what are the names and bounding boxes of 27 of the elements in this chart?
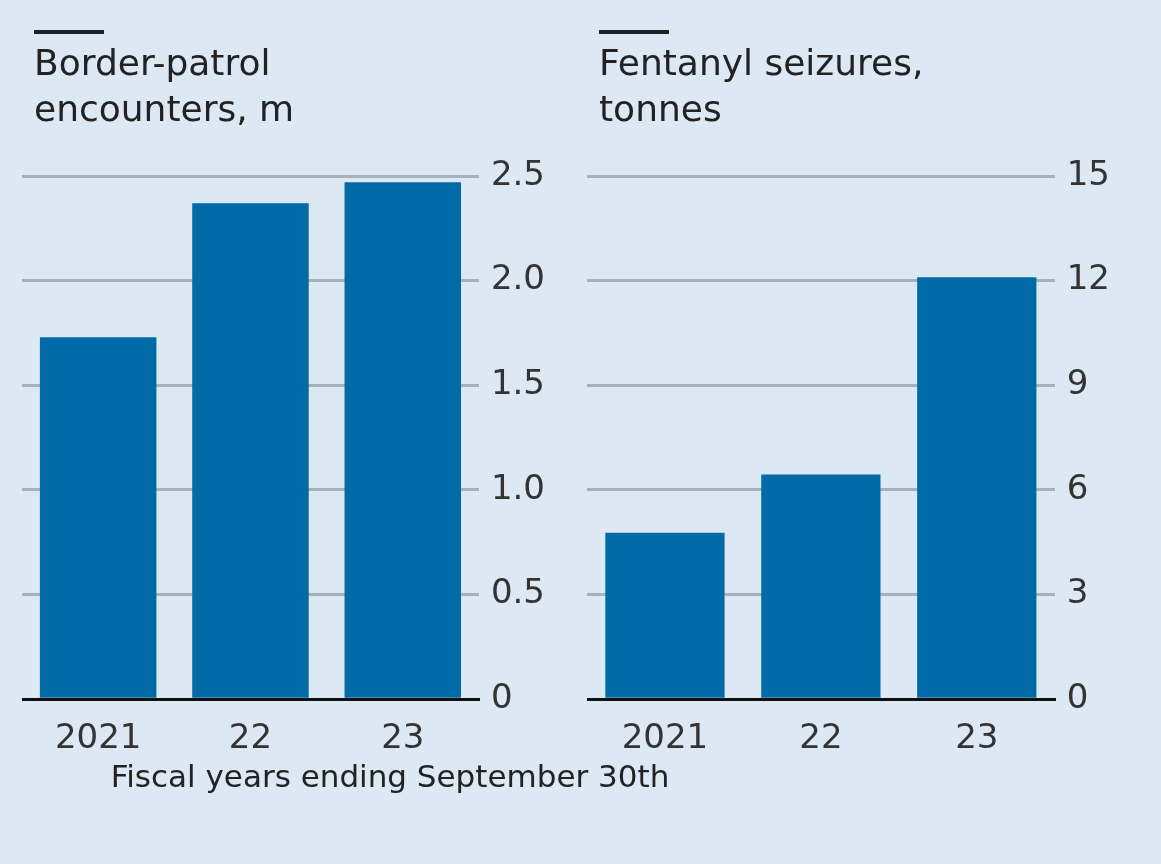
x-tick-label: 2021 xyxy=(54,716,142,757)
text: Fiscal years ending September 30th xyxy=(109,758,671,794)
y-tick-label: 0.5 xyxy=(490,571,546,612)
bar xyxy=(761,474,881,698)
chart-title: Border-patrol encounters, m xyxy=(34,41,296,131)
y-tick-label: 9 xyxy=(1066,362,1089,403)
chart-title: Fentanyl seizures, tonnes xyxy=(599,41,925,131)
y-tick-label: 0 xyxy=(1066,676,1089,717)
y-tick-label: 1.0 xyxy=(490,466,546,507)
y-tick-label: 2.5 xyxy=(490,152,546,193)
bar xyxy=(605,532,725,698)
x-tick-label: 2021 xyxy=(621,716,709,757)
y-tick-label: 0 xyxy=(490,676,513,717)
y-tick-label: 15 xyxy=(1066,152,1110,193)
y-tick-label: 1.5 xyxy=(490,362,546,403)
bar xyxy=(344,182,462,698)
y-tick-label: 2.0 xyxy=(490,257,546,298)
x-tick-label: 22 xyxy=(228,716,273,757)
y-tick-label: 3 xyxy=(1066,571,1089,612)
y-tick-label: 12 xyxy=(1066,257,1110,298)
bar xyxy=(192,203,309,698)
x-tick-label: 23 xyxy=(381,716,425,757)
x-tick-label: 22 xyxy=(799,716,843,757)
bar xyxy=(39,337,157,698)
y-tick-label: 6 xyxy=(1066,466,1089,507)
x-tick-label: 23 xyxy=(955,716,999,757)
bar xyxy=(917,277,1037,698)
